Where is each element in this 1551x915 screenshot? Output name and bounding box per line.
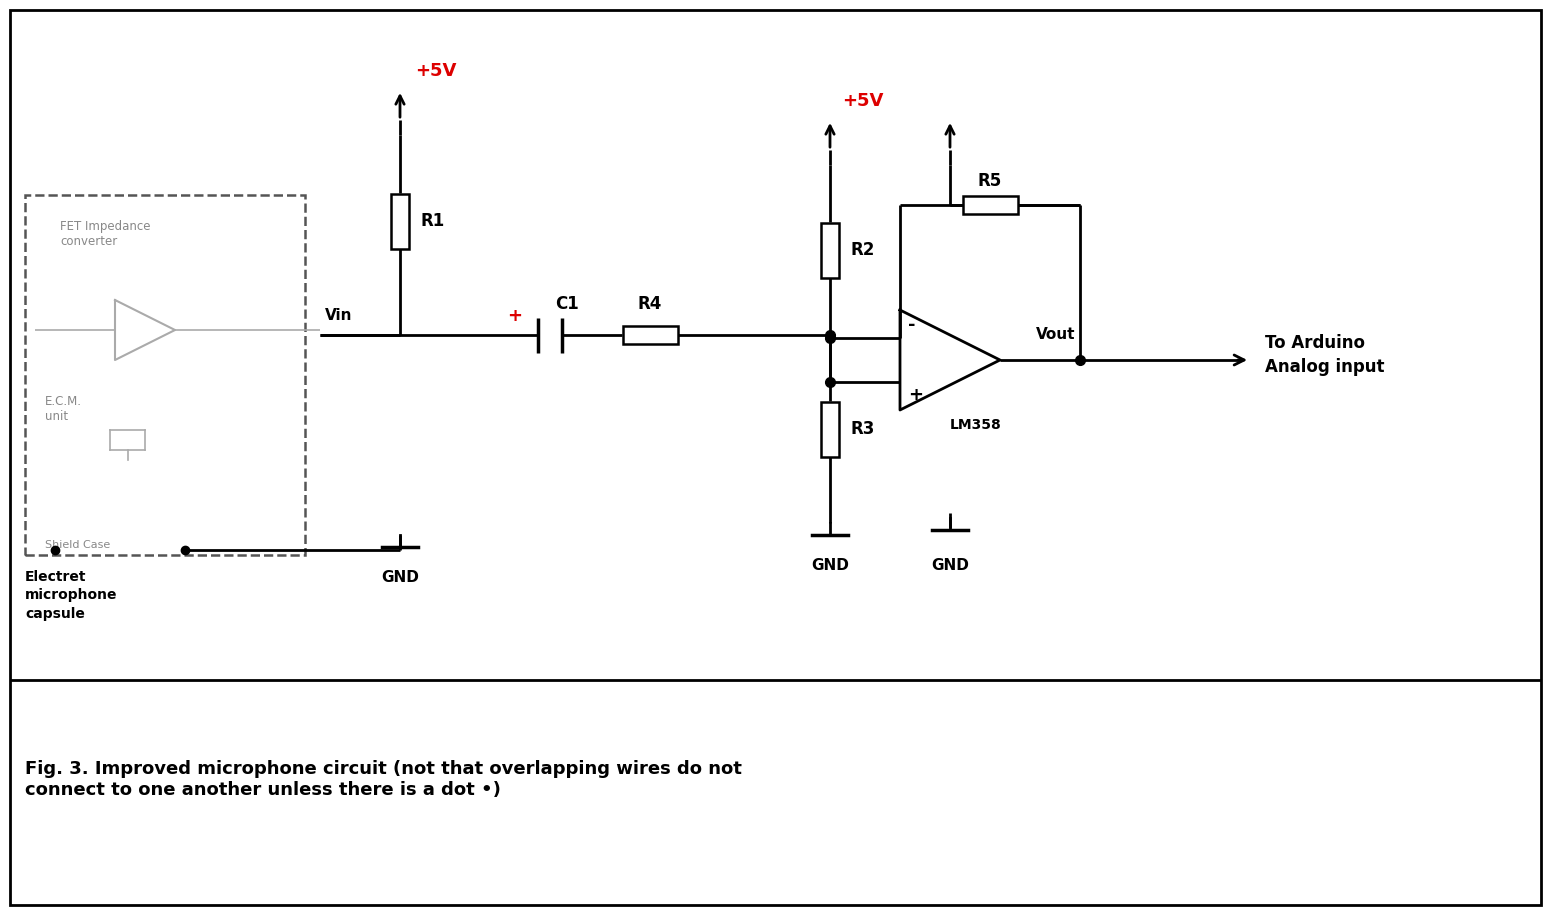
Text: C1: C1 (555, 295, 579, 313)
Bar (622, 326, 678, 344)
Text: Shield Case: Shield Case (45, 540, 110, 550)
Bar (963, 196, 1017, 214)
Text: LM358: LM358 (951, 418, 1002, 432)
Bar (820, 402, 839, 457)
Text: Fig. 3. Improved microphone circuit (not that overlapping wires do not
connect t: Fig. 3. Improved microphone circuit (not… (25, 760, 741, 799)
Text: R2: R2 (850, 241, 875, 259)
Text: E.C.M.
unit: E.C.M. unit (45, 395, 82, 423)
Text: Vin: Vin (326, 308, 352, 323)
Text: +: + (507, 307, 523, 325)
Text: +5V: +5V (416, 62, 456, 80)
Text: FET Impedance
converter: FET Impedance converter (60, 220, 150, 248)
Text: -: - (907, 316, 915, 334)
Text: To Arduino
Analog input: To Arduino Analog input (1266, 334, 1385, 376)
Text: +: + (907, 386, 923, 404)
Text: GND: GND (931, 558, 969, 573)
Bar (820, 222, 839, 277)
Text: GND: GND (811, 558, 848, 573)
Bar (391, 193, 409, 249)
Text: R3: R3 (850, 420, 875, 438)
Text: Vout: Vout (1036, 327, 1075, 342)
Text: Electret
microphone
capsule: Electret microphone capsule (25, 570, 118, 620)
Text: R1: R1 (420, 212, 444, 230)
Text: GND: GND (382, 570, 419, 585)
Text: +5V: +5V (842, 92, 884, 110)
Text: R4: R4 (637, 295, 662, 313)
Text: R5: R5 (977, 172, 1002, 190)
